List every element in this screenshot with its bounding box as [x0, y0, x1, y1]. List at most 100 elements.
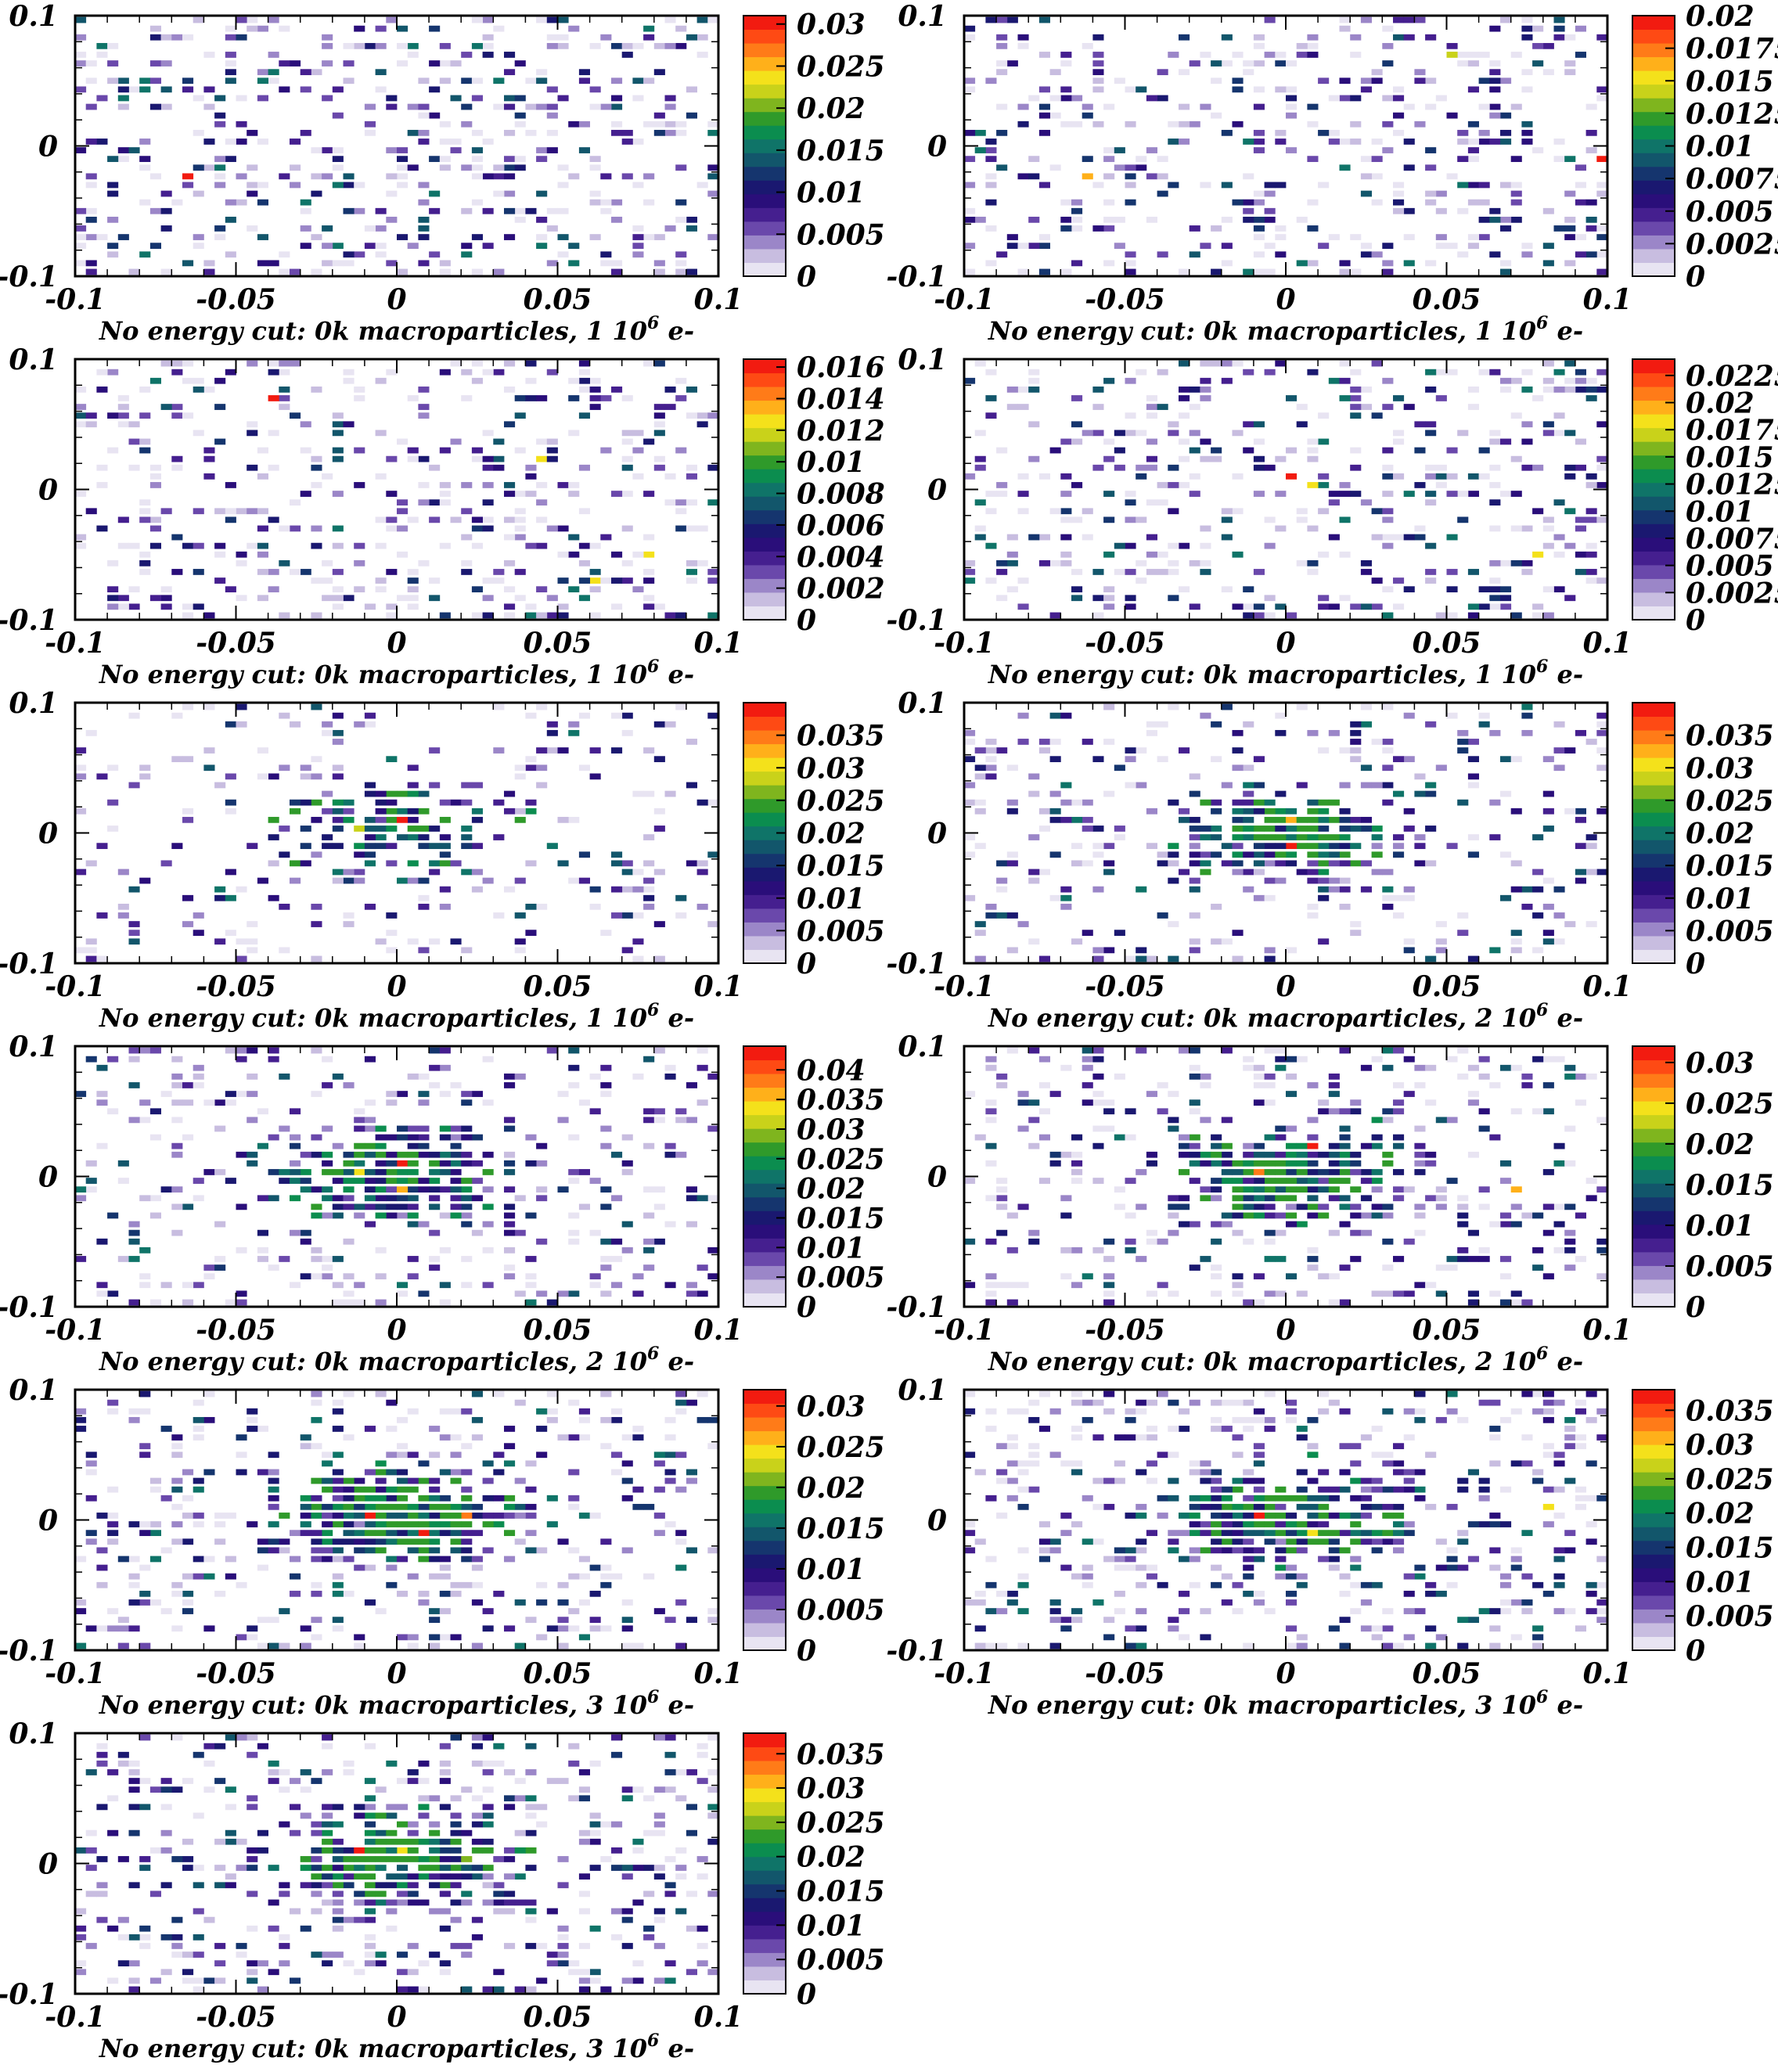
heatmap-cell — [1585, 129, 1597, 136]
heatmap-cell — [247, 921, 258, 927]
heatmap-cell — [1071, 1169, 1083, 1175]
heatmap-cell — [1467, 603, 1479, 610]
heatmap-cell — [1221, 1212, 1233, 1219]
heatmap-cell — [225, 869, 236, 876]
color-bar-band — [743, 757, 786, 772]
heatmap-cell — [632, 912, 644, 919]
heatmap-cell — [332, 1178, 344, 1184]
heatmap-cell — [128, 1408, 140, 1415]
heatmap-cell — [354, 447, 365, 454]
heatmap-cell — [611, 386, 623, 393]
heatmap-cell — [675, 1642, 687, 1649]
heatmap-cell — [493, 369, 505, 376]
heatmap-cell — [1564, 508, 1576, 515]
heatmap-cell — [386, 603, 398, 610]
heatmap-cell — [1521, 712, 1533, 719]
heatmap-cell — [1264, 1169, 1276, 1175]
heatmap-cell — [75, 243, 87, 250]
heatmap-cell — [1275, 1134, 1287, 1141]
heatmap-cell — [546, 525, 558, 532]
heatmap-cell — [632, 869, 644, 876]
heatmap-cell — [1049, 164, 1061, 171]
color-bar-band — [1632, 84, 1675, 99]
heatmap-cell — [450, 1160, 462, 1167]
heatmap-cell — [332, 877, 344, 884]
heatmap-cell — [493, 438, 505, 445]
heatmap-cell — [117, 516, 129, 523]
heatmap-cell — [429, 1451, 441, 1459]
heatmap-cell — [214, 938, 226, 945]
heatmap-cell — [653, 955, 665, 962]
heatmap-cell — [1318, 412, 1330, 419]
heatmap-cell — [493, 103, 505, 110]
heatmap-cell — [707, 121, 719, 128]
heatmap-cell — [1553, 551, 1565, 558]
heatmap-cell — [1489, 207, 1501, 214]
heatmap-cell — [996, 42, 1008, 49]
heatmap-cell — [1564, 1160, 1576, 1167]
heatmap-cell — [1478, 447, 1490, 454]
heatmap-cell — [247, 947, 258, 954]
heatmap-cell — [1028, 243, 1040, 250]
heatmap-cell — [1296, 1178, 1308, 1184]
x-tick-label: 0.1 — [1583, 970, 1632, 1003]
heatmap-cell — [386, 569, 398, 575]
heatmap-cell — [1232, 1186, 1244, 1193]
heatmap-cell — [1564, 34, 1576, 41]
heatmap-cell — [290, 1142, 301, 1149]
heatmap-cell — [1168, 182, 1179, 189]
heatmap-cell — [686, 86, 697, 93]
heatmap-cell — [1125, 430, 1136, 437]
heatmap-cell — [461, 1178, 473, 1184]
heatmap-cell — [1382, 534, 1394, 541]
heatmap-cell — [461, 834, 473, 840]
heatmap-cell — [397, 1134, 409, 1141]
heatmap-cell — [96, 95, 108, 102]
color-bar-band — [1632, 1114, 1675, 1129]
heatmap-cell — [386, 808, 398, 815]
heatmap-cell — [375, 1538, 387, 1545]
heatmap-cell — [643, 1108, 655, 1115]
heatmap-cell — [429, 1082, 441, 1088]
heatmap-cell — [1382, 869, 1394, 876]
heatmap-cell — [1350, 121, 1362, 128]
heatmap-cell — [1360, 569, 1372, 575]
heatmap-cell — [418, 1125, 430, 1132]
heatmap-cell — [1211, 1178, 1222, 1184]
color-bar-band — [743, 262, 786, 277]
heatmap-cell — [1232, 430, 1244, 437]
heatmap-cell — [375, 1246, 387, 1254]
heatmap-cell — [1457, 1195, 1469, 1202]
heatmap-cell — [96, 1513, 108, 1519]
heatmap-cell — [128, 1082, 140, 1088]
heatmap-cell — [1521, 243, 1533, 250]
heatmap-cell — [279, 1547, 290, 1554]
color-bar-band — [1632, 743, 1675, 758]
heatmap-cell — [343, 173, 355, 180]
heatmap-cell — [290, 1590, 301, 1597]
heatmap-cell — [107, 190, 119, 197]
heatmap-cell — [514, 447, 526, 454]
heatmap-cell — [1350, 1169, 1362, 1175]
heatmap-cell — [75, 1556, 87, 1563]
heatmap-cell — [461, 395, 473, 401]
heatmap-cell — [514, 60, 526, 67]
heatmap-cell — [343, 1590, 355, 1597]
heatmap-cell — [139, 1117, 151, 1124]
heatmap-cell — [504, 52, 516, 58]
heatmap-cell — [974, 464, 986, 471]
heatmap-cell — [1253, 1178, 1265, 1184]
heatmap-cell — [578, 1416, 590, 1423]
heatmap-cell — [1168, 877, 1179, 884]
heatmap-cell — [621, 1169, 633, 1175]
heatmap-cell — [1414, 773, 1426, 780]
heatmap-cell — [1189, 1099, 1200, 1106]
heatmap-cell — [311, 1477, 322, 1484]
heatmap-panel-9: -0.1 -0.05 0 0.05 0.1-0.100.1No energy cut: … — [0, 1374, 885, 1720]
heatmap-cell — [1596, 386, 1608, 393]
heatmap-cell — [193, 1399, 204, 1406]
heatmap-cell — [1360, 190, 1372, 197]
heatmap-cell — [332, 1142, 344, 1149]
heatmap-cell — [461, 1195, 473, 1202]
heatmap-cell — [1275, 808, 1287, 815]
